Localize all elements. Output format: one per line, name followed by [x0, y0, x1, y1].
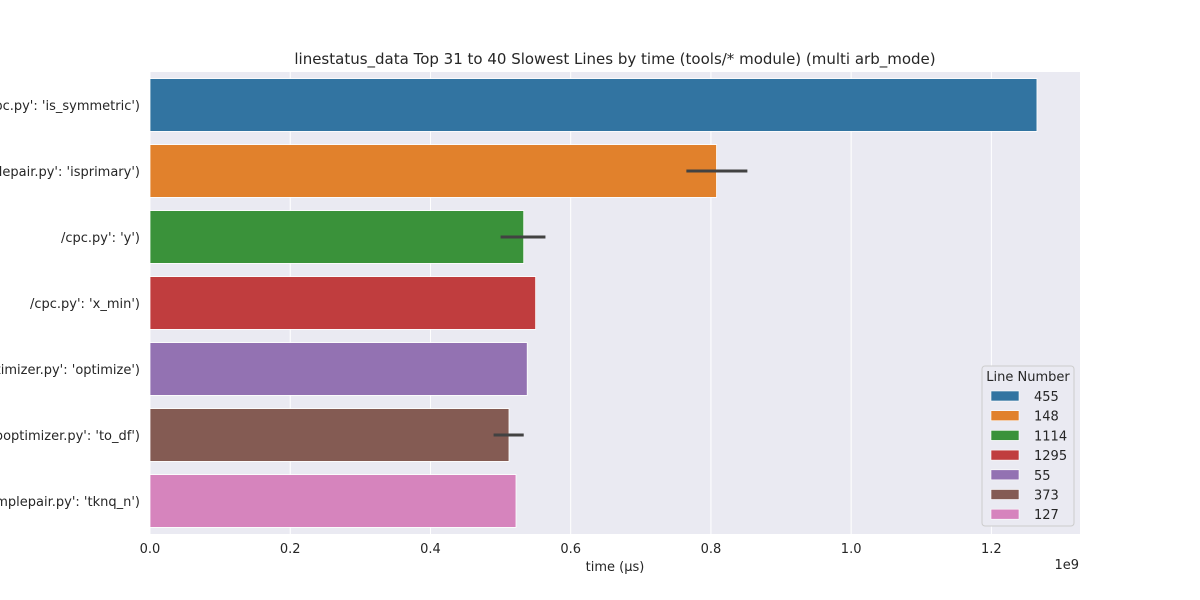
- legend-entries: 455 148 1114 1295 55 373 127: [990, 390, 1067, 523]
- y-tick-label: arboptimizer.py': 'to_df'): [0, 429, 140, 444]
- legend-label: 373: [1034, 489, 1059, 504]
- legend-swatch: [990, 449, 1020, 461]
- x-axis-label: time (μs): [586, 560, 645, 575]
- bar: [149, 144, 717, 198]
- legend-swatch: [990, 489, 1020, 500]
- y-tick-label: /cpc.py': 'x_min'): [30, 297, 140, 312]
- bar: [149, 342, 528, 396]
- x-tick-labels: 0.0 0.2 0.4 0.6 0.8 1.0 1.2: [140, 542, 1002, 557]
- bar: [149, 276, 537, 330]
- x-tick-label: 0.8: [701, 542, 722, 557]
- x-tick-label: 0.6: [560, 542, 581, 557]
- legend-label: 127: [1034, 508, 1059, 523]
- legend-title: Line Number: [986, 370, 1070, 385]
- legend: Line Number 455 148 1114 1295 55 373 127: [981, 365, 1075, 527]
- legend-swatch: [990, 508, 1020, 520]
- x-axis-offset-label: 1e9: [1054, 558, 1079, 573]
- bar: [149, 474, 517, 528]
- legend-label: 455: [1034, 390, 1059, 405]
- y-tick-label: simplepair.py': 'tknq_n'): [0, 495, 140, 510]
- bar: [149, 408, 510, 462]
- x-tick-label: 1.0: [841, 542, 862, 557]
- legend-label: 1114: [1034, 429, 1067, 444]
- chart-title: linestatus_data Top 31 to 40 Slowest Lin…: [294, 50, 935, 69]
- x-tick-label: 0.4: [420, 542, 441, 557]
- bar: [149, 78, 1038, 132]
- legend-label: 148: [1034, 410, 1059, 425]
- y-tick-label: nplepair.py': 'isprimary'): [0, 165, 140, 180]
- x-tick-label: 1.2: [981, 542, 1002, 557]
- x-tick-label: 0.0: [140, 542, 161, 557]
- y-tick-label: cpc.py': 'is_symmetric'): [0, 99, 140, 114]
- y-tick-label: optimizer.py': 'optimize'): [0, 363, 140, 378]
- bars: [149, 78, 1038, 528]
- legend-label: 1295: [1034, 449, 1067, 464]
- legend-swatch: [990, 390, 1020, 402]
- legend-swatch: [990, 430, 1020, 441]
- y-tick-labels: cpc.py': 'is_symmetric') nplepair.py': 'i…: [0, 99, 140, 510]
- x-tick-label: 0.2: [280, 542, 301, 557]
- error-bars: [493, 169, 748, 437]
- bar: [149, 210, 525, 264]
- legend-swatch: [990, 410, 1020, 422]
- y-tick-label: /cpc.py': 'y'): [61, 231, 140, 246]
- legend-box: [981, 365, 1075, 527]
- legend-label: 55: [1034, 469, 1051, 484]
- legend-swatch: [990, 469, 1020, 481]
